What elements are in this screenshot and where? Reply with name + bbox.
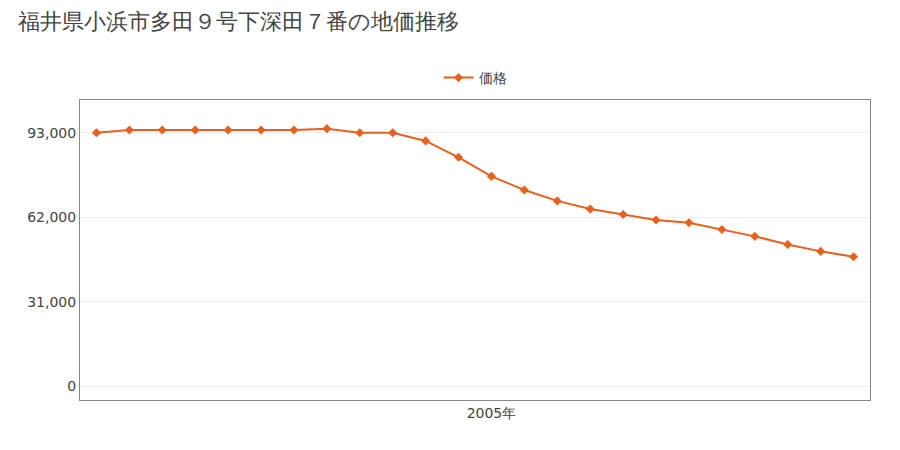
svg-text:93,000: 93,000	[27, 125, 76, 141]
svg-text:福井県小浜市多田９号下深田７番の地価推移: 福井県小浜市多田９号下深田７番の地価推移	[18, 9, 459, 34]
svg-text:0: 0	[67, 378, 76, 394]
svg-text:31,000: 31,000	[27, 294, 76, 310]
svg-text:62,000: 62,000	[27, 209, 76, 225]
svg-text:2005年: 2005年	[467, 405, 517, 421]
svg-text:価格: 価格	[479, 70, 507, 86]
